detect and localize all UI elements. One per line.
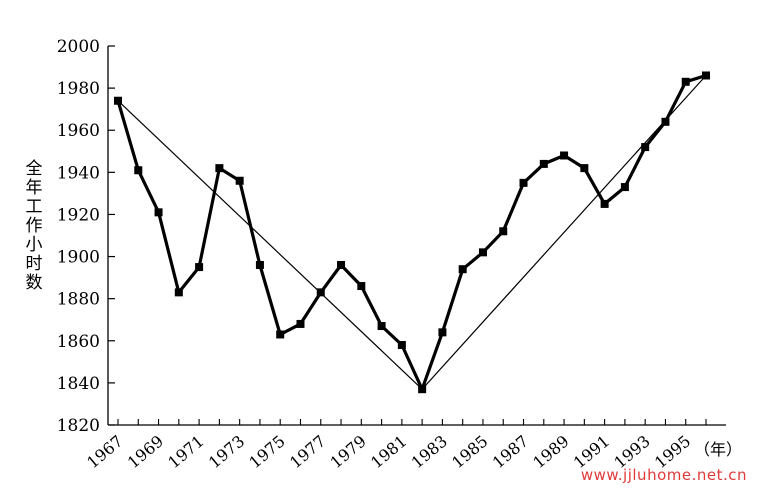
x-tick-label: 1977: [286, 432, 329, 473]
x-tick-label: 1973: [205, 432, 248, 473]
x-tick-label: 1971: [164, 432, 207, 473]
x-tick-label: 1967: [83, 432, 126, 473]
data-point: [661, 117, 670, 126]
x-tick-label: 1975: [245, 432, 288, 473]
data-point: [681, 77, 690, 86]
data-point: [174, 288, 183, 297]
y-tick-label: 1940: [57, 163, 100, 183]
x-tick-label: 1983: [408, 432, 451, 473]
data-point: [357, 282, 366, 291]
data-point: [458, 265, 467, 274]
series-line: [116, 73, 707, 391]
data-point: [215, 164, 224, 173]
data-point: [154, 208, 163, 217]
data-point: [397, 340, 406, 349]
data-point: [134, 166, 143, 175]
data-point: [276, 330, 285, 339]
x-tick-label: 1969: [124, 432, 167, 473]
data-point: [195, 263, 204, 272]
data-point: [539, 159, 548, 168]
y-axis-label: 全年工作小时数: [25, 159, 43, 293]
y-tick-label: 1980: [57, 79, 100, 99]
y-tick-label: 1880: [57, 290, 100, 310]
axes: [107, 46, 726, 426]
x-tick-label: 1987: [489, 432, 532, 473]
data-point: [519, 178, 528, 187]
data-point: [641, 143, 650, 152]
x-axis-unit-label: （年）: [694, 440, 742, 459]
data-point: [438, 328, 447, 337]
y-tick-label: 2000: [57, 37, 100, 57]
trend-line: [117, 100, 423, 390]
data-point: [560, 151, 569, 160]
x-tick-label: 1979: [326, 432, 369, 473]
y-tick-label: 1860: [57, 332, 100, 352]
x-tick-label: 1985: [448, 432, 491, 473]
y-tick-label: 1840: [57, 374, 100, 394]
data-point: [377, 322, 386, 331]
y-tick-label: 1900: [57, 248, 100, 268]
data-point: [600, 199, 609, 208]
data-markers: [114, 71, 710, 394]
data-point: [296, 319, 305, 328]
data-point: [620, 183, 629, 192]
data-series: [116, 73, 707, 391]
data-point: [499, 227, 508, 236]
y-tick-label: 1820: [57, 416, 100, 436]
data-point: [316, 288, 325, 297]
ticks: [108, 45, 707, 426]
data-point: [478, 248, 487, 257]
data-point: [580, 164, 589, 173]
watermark: www.jjluhome.net.cn: [580, 466, 747, 484]
data-point: [702, 71, 710, 80]
data-point: [337, 260, 346, 269]
y-tick-label: 1920: [57, 205, 100, 225]
data-point: [114, 96, 122, 105]
x-tick-label: 1989: [529, 432, 572, 473]
data-point: [235, 176, 244, 185]
data-point: [418, 385, 427, 394]
x-tick-label: 1981: [367, 432, 410, 473]
data-point: [255, 260, 264, 269]
tick-labels: 1820 1840 1860 1880 1900 1920 1940 1960 1980 2000…: [57, 37, 742, 472]
y-tick-label: 1960: [57, 121, 100, 141]
